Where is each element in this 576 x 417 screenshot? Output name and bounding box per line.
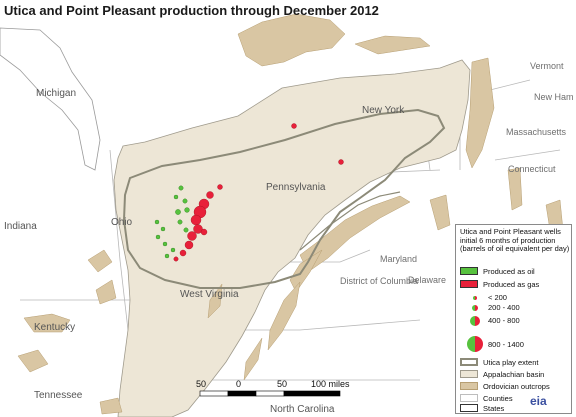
legend-size-label-3: 400 - 800 xyxy=(488,315,520,325)
label-new-york: New York xyxy=(362,105,405,116)
legend-item-outcrops: Ordovician outcrops xyxy=(460,380,550,392)
map-title: Utica and Point Pleasant production thro… xyxy=(4,3,379,18)
legend-basin-label: Appalachian basin xyxy=(483,369,545,379)
label-district-of-columbia: District of Columbia xyxy=(340,276,418,286)
legend-item-play-extent: Utica play extent xyxy=(460,356,538,368)
legend-size-label-2: 200 - 400 xyxy=(488,302,520,312)
legend: Utica and Point Pleasant wells initial 6… xyxy=(455,224,572,414)
basin-fold-line xyxy=(299,191,401,251)
oil-swatch xyxy=(460,267,478,275)
basin-swatch xyxy=(460,370,478,378)
legend-header: Utica and Point Pleasant wells initial 6… xyxy=(460,227,570,253)
legend-counties-label: Counties xyxy=(483,393,513,403)
size-symbol-large xyxy=(470,316,480,326)
scale-label-50-right: 50 xyxy=(277,379,287,389)
oil-wells xyxy=(154,185,190,259)
label-new-hampshire: New Ham xyxy=(534,92,574,102)
label-massachusetts: Massachusetts xyxy=(506,127,567,137)
label-tennessee: Tennessee xyxy=(34,390,83,401)
eia-logo: eia xyxy=(530,394,547,408)
gas-wells xyxy=(173,123,344,262)
size-symbol-small xyxy=(473,296,477,300)
play-extent-swatch xyxy=(460,358,478,366)
states-swatch xyxy=(460,404,478,412)
label-pennsylvania: Pennsylvania xyxy=(266,182,326,193)
legend-item-basin: Appalachian basin xyxy=(460,368,544,380)
label-delaware: Delaware xyxy=(408,275,446,285)
legend-item-states: States xyxy=(460,402,504,414)
legend-outcrops-label: Ordovician outcrops xyxy=(483,381,550,391)
scale-label-100-miles: 100 miles xyxy=(311,379,350,389)
size-symbol-xlarge xyxy=(467,336,483,352)
legend-item-oil: Produced as oil xyxy=(460,265,535,277)
appalachian-basin xyxy=(113,59,471,417)
legend-item-counties: Counties xyxy=(460,392,513,404)
label-connecticut: Connecticut xyxy=(508,164,556,174)
scale-label-0: 0 xyxy=(236,379,241,389)
legend-size-label-4: 800 - 1400 xyxy=(488,339,524,349)
label-ohio: Ohio xyxy=(111,217,133,228)
legend-size-symbols xyxy=(467,296,483,352)
legend-oil-label: Produced as oil xyxy=(483,266,535,276)
label-kentucky: Kentucky xyxy=(34,322,75,333)
label-west-virginia: West Virginia xyxy=(180,289,239,300)
size-symbol-medium xyxy=(472,305,478,311)
label-michigan: Michigan xyxy=(36,88,76,99)
utica-play-extent xyxy=(122,108,446,289)
legend-states-label: States xyxy=(483,403,505,413)
gas-swatch xyxy=(460,280,478,288)
label-indiana: Indiana xyxy=(4,221,37,232)
label-north-carolina: North Carolina xyxy=(270,404,335,415)
label-vermont: Vermont xyxy=(530,61,564,71)
legend-size-label-1: < 200 xyxy=(488,292,507,302)
counties-swatch xyxy=(460,394,478,402)
outcrops-swatch xyxy=(460,382,478,390)
label-maryland: Maryland xyxy=(380,254,417,264)
scale-bar: 50 0 50 100 miles xyxy=(196,379,350,397)
lake-michigan xyxy=(0,27,101,171)
legend-gas-label: Produced as gas xyxy=(483,279,540,289)
legend-item-gas: Produced as gas xyxy=(460,278,539,290)
scale-label-50-left: 50 xyxy=(196,379,206,389)
legend-play-extent-label: Utica play extent xyxy=(483,357,539,367)
